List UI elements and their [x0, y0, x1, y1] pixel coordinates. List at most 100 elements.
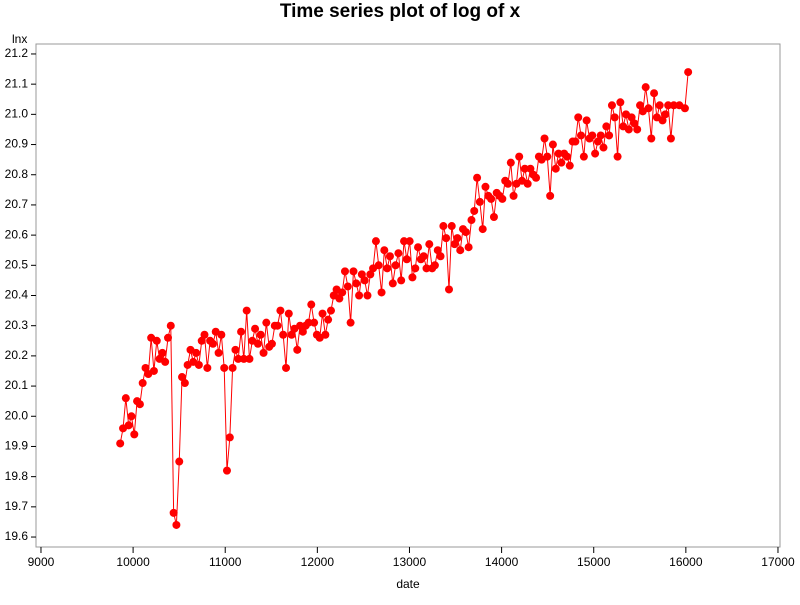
- data-point: [326, 306, 335, 315]
- data-point: [251, 324, 260, 333]
- data-point: [141, 363, 150, 372]
- data-point: [166, 321, 175, 330]
- data-point: [633, 125, 642, 134]
- data-point: [307, 300, 316, 309]
- y-tick-label: 20.4: [5, 288, 29, 302]
- data-point: [152, 336, 161, 345]
- data-point: [613, 152, 622, 161]
- data-point: [161, 357, 170, 366]
- data-point: [371, 237, 380, 246]
- data-point: [397, 276, 406, 285]
- data-point: [259, 348, 268, 357]
- y-tick-label: 20.3: [5, 318, 29, 332]
- data-point: [374, 261, 383, 270]
- data-point: [282, 363, 291, 372]
- data-point: [357, 270, 366, 279]
- data-point: [335, 294, 344, 303]
- data-point: [548, 140, 557, 149]
- data-point: [481, 182, 490, 191]
- data-point: [411, 264, 420, 273]
- data-point: [602, 122, 611, 131]
- data-point: [627, 113, 636, 122]
- data-point: [442, 234, 451, 243]
- data-point: [596, 131, 605, 140]
- data-point: [256, 330, 265, 339]
- data-point: [135, 400, 144, 409]
- data-point: [650, 89, 659, 98]
- data-point: [579, 152, 588, 161]
- data-point: [664, 101, 673, 110]
- data-point: [447, 222, 456, 231]
- data-point: [498, 194, 507, 203]
- data-point: [214, 348, 223, 357]
- data-point: [453, 234, 462, 243]
- data-point: [461, 228, 470, 237]
- data-point: [203, 363, 212, 372]
- data-point: [630, 119, 639, 128]
- data-point: [405, 237, 414, 246]
- data-point: [506, 158, 515, 167]
- data-point: [164, 333, 173, 342]
- y-tick-label: 20.9: [5, 137, 29, 151]
- data-point: [231, 345, 240, 354]
- data-point: [526, 164, 535, 173]
- data-point: [338, 288, 347, 297]
- data-point: [624, 125, 633, 134]
- data-point: [599, 143, 608, 152]
- data-point: [543, 152, 552, 161]
- data-point: [509, 191, 518, 200]
- data-point: [127, 412, 136, 421]
- data-point: [515, 152, 524, 161]
- data-point: [433, 246, 442, 255]
- data-point: [478, 225, 487, 234]
- y-tick-label: 20.0: [5, 408, 29, 422]
- data-point: [228, 363, 237, 372]
- data-point: [192, 348, 201, 357]
- data-point: [487, 194, 496, 203]
- data-point: [563, 152, 572, 161]
- data-point: [217, 330, 226, 339]
- y-tick-label: 20.8: [5, 167, 29, 181]
- data-point: [571, 137, 580, 146]
- data-point: [239, 354, 248, 363]
- data-point: [169, 508, 178, 517]
- data-point: [430, 261, 439, 270]
- data-point: [394, 249, 403, 258]
- y-tick-label: 20.6: [5, 227, 29, 241]
- data-point: [591, 149, 600, 158]
- data-point: [237, 327, 246, 336]
- data-point: [158, 348, 167, 357]
- data-point: [473, 173, 482, 182]
- data-point: [304, 318, 313, 327]
- data-point: [253, 339, 262, 348]
- data-point: [346, 318, 355, 327]
- data-point: [655, 101, 664, 110]
- data-point: [557, 158, 566, 167]
- data-point: [593, 137, 602, 146]
- data-point: [391, 261, 400, 270]
- data-point: [414, 243, 423, 252]
- x-axis-label: date: [396, 577, 420, 591]
- data-point: [276, 306, 285, 315]
- data-point: [616, 98, 625, 107]
- data-point: [220, 363, 229, 372]
- data-point: [267, 339, 276, 348]
- y-tick-label: 20.5: [5, 257, 29, 271]
- data-point: [669, 101, 678, 110]
- data-point: [225, 433, 234, 442]
- x-tick-label: 14000: [485, 555, 519, 569]
- y-tick-label: 19.6: [5, 529, 29, 543]
- data-point: [577, 131, 586, 140]
- plot-frame: [35, 43, 781, 548]
- y-tick-label: 21.0: [5, 107, 29, 121]
- data-point: [262, 318, 271, 327]
- data-point: [116, 439, 125, 448]
- data-point: [138, 379, 147, 388]
- data-point: [450, 240, 459, 249]
- data-point: [520, 164, 529, 173]
- data-point: [296, 321, 305, 330]
- data-point: [439, 222, 448, 231]
- data-point: [551, 164, 560, 173]
- y-tick-label: 19.9: [5, 439, 29, 453]
